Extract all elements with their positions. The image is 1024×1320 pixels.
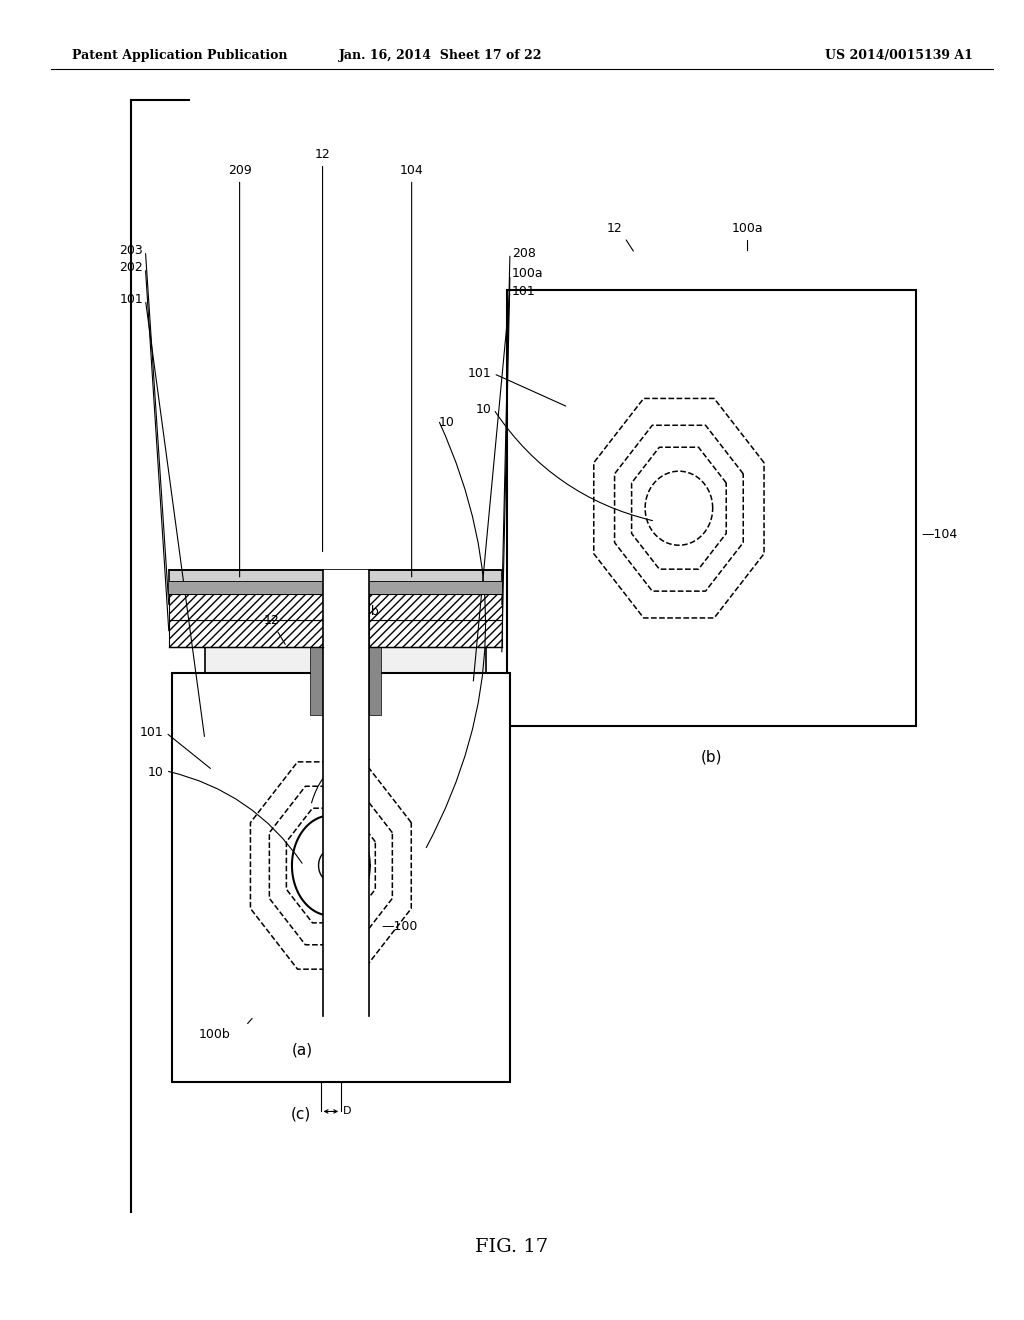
Text: 10: 10 <box>475 403 492 416</box>
Text: 12: 12 <box>263 614 280 627</box>
Text: 101: 101 <box>468 367 492 380</box>
Text: Jan. 16, 2014  Sheet 17 of 22: Jan. 16, 2014 Sheet 17 of 22 <box>339 49 542 62</box>
Bar <box>369 647 381 715</box>
Text: 104: 104 <box>348 752 372 766</box>
Text: 208: 208 <box>512 247 536 260</box>
Text: US 2014/0015139 A1: US 2014/0015139 A1 <box>825 49 973 62</box>
Text: 209: 209 <box>227 164 252 177</box>
Bar <box>172 673 510 1082</box>
Bar <box>507 290 916 726</box>
Bar <box>169 581 502 594</box>
Text: 10: 10 <box>438 416 455 429</box>
Bar <box>369 647 486 1016</box>
Bar <box>323 570 369 1016</box>
Text: (c): (c) <box>291 1106 310 1121</box>
Text: 12: 12 <box>314 148 331 161</box>
Bar <box>169 570 502 594</box>
Text: Patent Application Publication: Patent Application Publication <box>72 49 287 62</box>
Bar <box>310 647 323 715</box>
Text: 12: 12 <box>606 222 623 235</box>
Bar <box>205 647 323 1016</box>
Bar <box>169 620 323 647</box>
Text: 100a: 100a <box>732 222 763 235</box>
Text: 10: 10 <box>147 766 164 779</box>
Text: 100b: 100b <box>347 605 380 618</box>
Text: —100: —100 <box>382 920 418 933</box>
Text: (b): (b) <box>701 750 722 764</box>
Text: FIG. 17: FIG. 17 <box>475 1238 549 1257</box>
Text: —104: —104 <box>922 528 957 541</box>
Text: 100b: 100b <box>199 1028 231 1041</box>
Text: (a): (a) <box>292 1043 312 1057</box>
Text: 101: 101 <box>120 293 143 306</box>
Text: 101: 101 <box>512 285 536 298</box>
Text: 104: 104 <box>399 164 424 177</box>
Bar <box>369 594 502 620</box>
Text: 202: 202 <box>120 261 143 275</box>
Bar <box>169 594 323 620</box>
Text: 100a: 100a <box>512 267 544 280</box>
Text: 203: 203 <box>120 244 143 257</box>
Bar <box>369 620 502 647</box>
Text: 101: 101 <box>140 726 164 739</box>
Text: D: D <box>343 1106 351 1117</box>
